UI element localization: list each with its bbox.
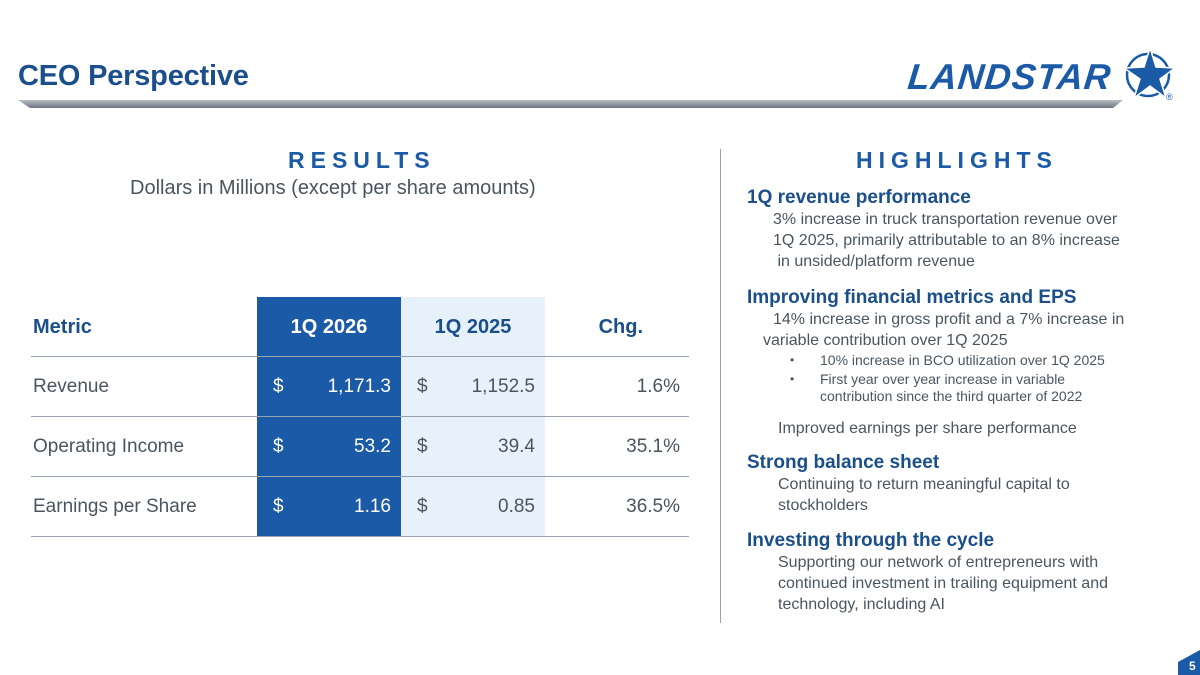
highlight-bullet-continued: contribution since the third quarter of … xyxy=(820,388,1083,404)
highlight-line: Continuing to return meaningful capital … xyxy=(778,476,1070,493)
table-row: Earnings per Share $ 1.16 $ 0.85 36.5% xyxy=(31,477,689,537)
highlight-line: 3% increase in truck transportation reve… xyxy=(773,211,1118,228)
column-header-1q2026: 1Q 2026 xyxy=(290,316,368,338)
currency-symbol: $ xyxy=(417,436,428,457)
value-1q2025: 1,152.5 xyxy=(471,376,535,397)
highlight-line: continued investment in trailing equipme… xyxy=(778,575,1108,592)
currency-symbol: $ xyxy=(417,496,428,517)
title-underline xyxy=(18,100,1123,108)
value-1q2025: 39.4 xyxy=(498,436,535,457)
highlight-column-1q2026 xyxy=(257,297,401,537)
highlight-line: in unsided/platform revenue xyxy=(773,253,975,270)
results-subtitle: Dollars in Millions (except per share am… xyxy=(130,177,536,199)
column-header-metric: Metric xyxy=(33,316,92,338)
column-divider xyxy=(720,149,721,623)
bullet-icon: • xyxy=(790,353,795,367)
highlight-title: Improving financial metrics and EPS xyxy=(747,287,1077,308)
column-header-1q2025: 1Q 2025 xyxy=(434,316,512,338)
highlight-bullet: 10% increase in BCO utilization over 1Q … xyxy=(820,352,1105,368)
table-header-row: Metric 1Q 2026 1Q 2025 Chg. xyxy=(31,297,689,357)
highlight-title: Investing through the cycle xyxy=(747,530,995,551)
currency-symbol: $ xyxy=(273,436,284,457)
currency-symbol: $ xyxy=(417,376,428,397)
highlight-financial-metrics: Improving financial metrics and EPS 14% … xyxy=(747,287,1177,351)
value-change: 36.5% xyxy=(626,496,680,517)
currency-symbol: $ xyxy=(273,496,284,517)
highlight-line: Supporting our network of entrepreneurs … xyxy=(778,554,1099,571)
highlight-line: variable contribution over 1Q 2025 xyxy=(763,332,1008,349)
page-number: 5 xyxy=(1189,659,1196,673)
logo-wordmark: LANDSTAR xyxy=(905,56,1114,97)
highlight-title: 1Q revenue performance xyxy=(747,187,971,208)
registered-mark: ® xyxy=(1166,92,1173,102)
value-change: 35.1% xyxy=(626,436,680,457)
value-1q2026: 1.16 xyxy=(354,496,391,517)
table-row: Operating Income $ 53.2 $ 39.4 35.1% xyxy=(31,417,689,477)
value-1q2026: 1,171.3 xyxy=(327,376,391,397)
value-1q2026: 53.2 xyxy=(354,436,391,457)
highlight-line: 14% increase in gross profit and a 7% in… xyxy=(773,311,1125,328)
page-title: CEO Perspective xyxy=(18,60,249,92)
table-row: Revenue $ 1,171.3 $ 1,152.5 1.6% xyxy=(31,357,689,417)
highlights-heading: HIGHLIGHTS xyxy=(856,147,1058,173)
star-icon xyxy=(1121,46,1176,101)
highlight-title: Strong balance sheet xyxy=(747,452,940,473)
bullet-icon: • xyxy=(790,372,795,386)
metric-label: Revenue xyxy=(33,376,110,397)
highlight-column-1q2025 xyxy=(401,297,545,537)
highlight-line: technology, including AI xyxy=(778,596,945,613)
highlight-eps: Improved earnings per share performance xyxy=(747,418,1177,439)
highlight-line: stockholders xyxy=(778,497,868,514)
highlight-balance-sheet: Strong balance sheet Continuing to retur… xyxy=(747,452,1177,516)
metric-label: Earnings per Share xyxy=(33,496,197,517)
value-1q2025: 0.85 xyxy=(498,496,535,517)
highlight-line: 1Q 2025, primarily attributable to an 8%… xyxy=(773,232,1120,249)
currency-symbol: $ xyxy=(273,376,284,397)
company-logo: LANDSTAR xyxy=(905,46,1180,104)
column-header-change: Chg. xyxy=(598,316,643,338)
metric-label: Operating Income xyxy=(33,436,185,457)
value-change: 1.6% xyxy=(636,376,680,397)
highlight-line: Improved earnings per share performance xyxy=(778,420,1077,437)
results-heading: RESULTS xyxy=(288,147,436,173)
highlight-revenue: 1Q revenue performance 3% increase in tr… xyxy=(747,187,1177,272)
page-number-badge xyxy=(1178,650,1200,675)
highlight-bullet: First year over year increase in variabl… xyxy=(820,371,1066,387)
highlight-investing: Investing through the cycle Supporting o… xyxy=(747,530,1177,615)
